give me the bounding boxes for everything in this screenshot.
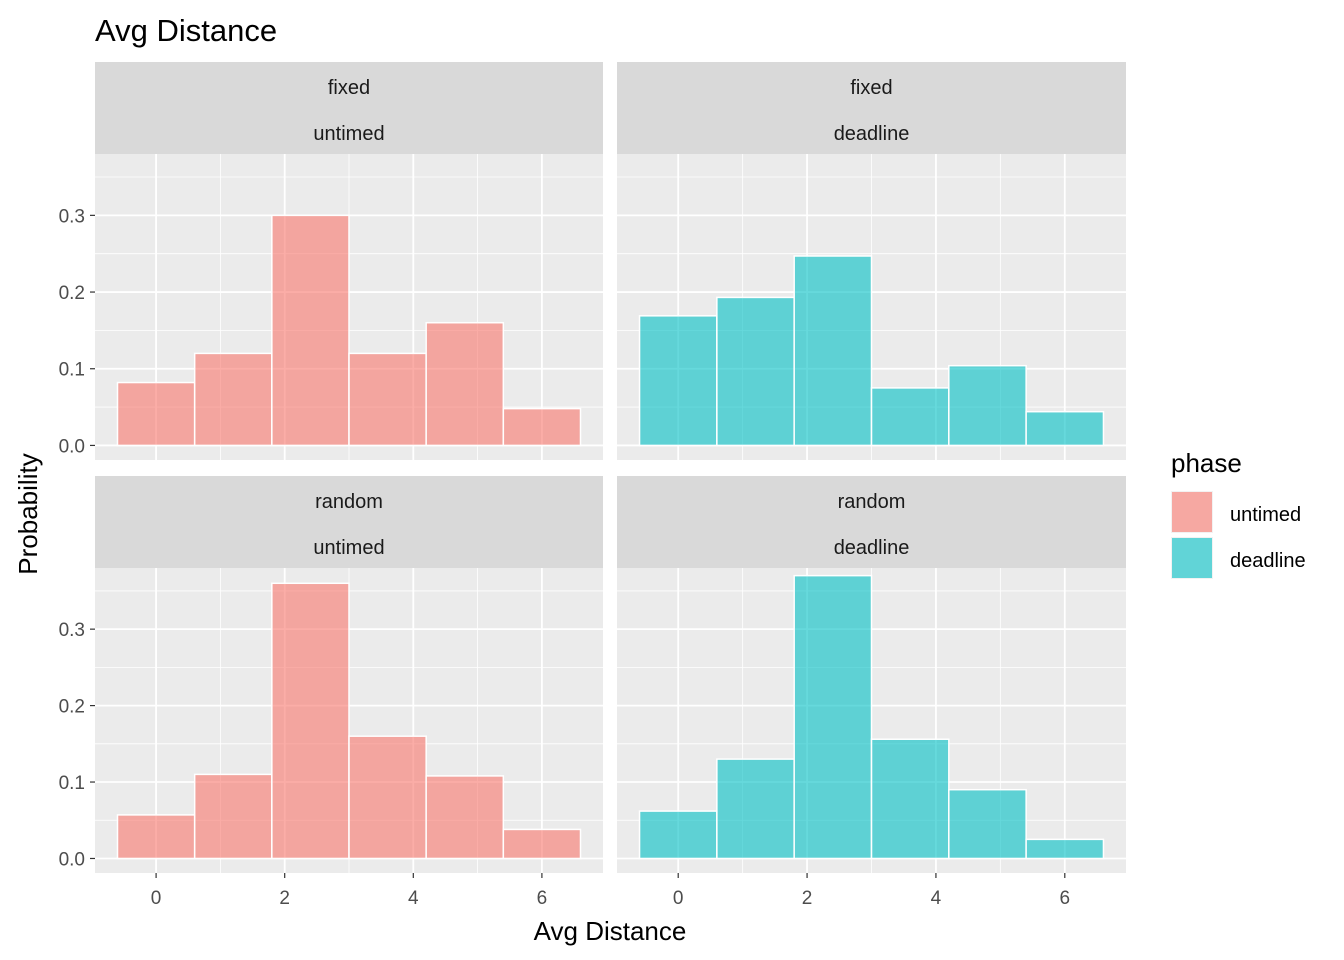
histogram-bar [502,828,582,860]
histogram-bar [716,758,795,860]
y-tick-label: 0.2 [59,283,85,304]
histogram-bar [948,364,1027,447]
histogram-bar [425,775,505,860]
histogram-bar [793,255,873,447]
histogram-bar [870,738,950,860]
histogram-bar [271,214,350,447]
strip-label-top: fixed [328,77,370,99]
legend-key-deadline [1172,538,1212,578]
histogram-bar [425,321,505,447]
histogram-bar [271,582,350,860]
x-tick-label: 4 [408,888,419,909]
y-tick-label: 0.3 [59,620,85,641]
histogram-bar [638,315,718,447]
x-tick-label: 2 [279,888,290,909]
histogram-bar [193,352,273,447]
histogram-bar [502,407,582,447]
facet-panel-fixed-untimed: fixed untimed 0.0 0.1 0.2 0.3 [59,62,603,460]
strip-label-bottom: untimed [313,123,384,145]
legend-title: phase [1171,448,1242,478]
facet-panel-random-deadline: random deadline 0 2 4 6 [613,476,1126,909]
strip-label-bottom: untimed [313,537,384,559]
strip-label-bottom: deadline [834,123,910,145]
legend-label-deadline: deadline [1230,550,1306,572]
strip-label-top: random [315,491,383,513]
facet-strip [95,62,603,154]
strip-label-top: fixed [850,77,892,99]
x-axis-title: Avg Distance [534,916,687,946]
y-tick-label: 0.2 [59,697,85,718]
histogram-bar [638,810,718,860]
legend-label-untimed: untimed [1230,504,1301,526]
y-tick-label: 0.0 [59,436,85,457]
y-tick-label: 0.3 [59,206,85,227]
histogram-bar [116,381,196,447]
strip-label-bottom: deadline [834,537,910,559]
y-tick-label: 0.1 [59,773,85,794]
histogram-bar [1025,838,1105,860]
y-axis-title: Probability [13,453,43,574]
histogram-bar [116,814,196,860]
strip-label-top: random [838,491,906,513]
y-tick-label: 0.0 [59,849,85,870]
facet-strip [617,476,1126,568]
x-tick-label: 6 [1060,888,1071,909]
x-tick-label: 2 [802,888,813,909]
facet-panels: fixeduntimed0.00.10.20.3fixeddeadlineran… [59,62,1126,909]
chart-title: Avg Distance [95,13,277,48]
x-tick-label: 0 [673,888,684,909]
histogram-bar [716,296,795,447]
facet-panel-fixed-deadline: fixed deadline [613,62,1126,460]
histogram-bar [1025,410,1105,447]
histogram-bar [193,773,273,860]
legend-key-untimed [1172,492,1212,532]
x-tick-label: 6 [537,888,548,909]
x-tick-label: 0 [151,888,162,909]
x-tick-label: 4 [931,888,942,909]
facet-strip [617,62,1126,154]
facet-strip [95,476,603,568]
histogram-bar [348,735,427,860]
histogram-bar [793,574,873,860]
histogram-bar [870,387,950,447]
legend: phase untimed deadline [1171,448,1306,579]
y-tick-label: 0.1 [59,360,85,381]
histogram-bar [348,352,427,447]
facet-panel-random-untimed: random untimed 0.0 0.1 0.2 0.3 0 2 4 6 [59,476,603,909]
histogram-bar [948,788,1027,860]
